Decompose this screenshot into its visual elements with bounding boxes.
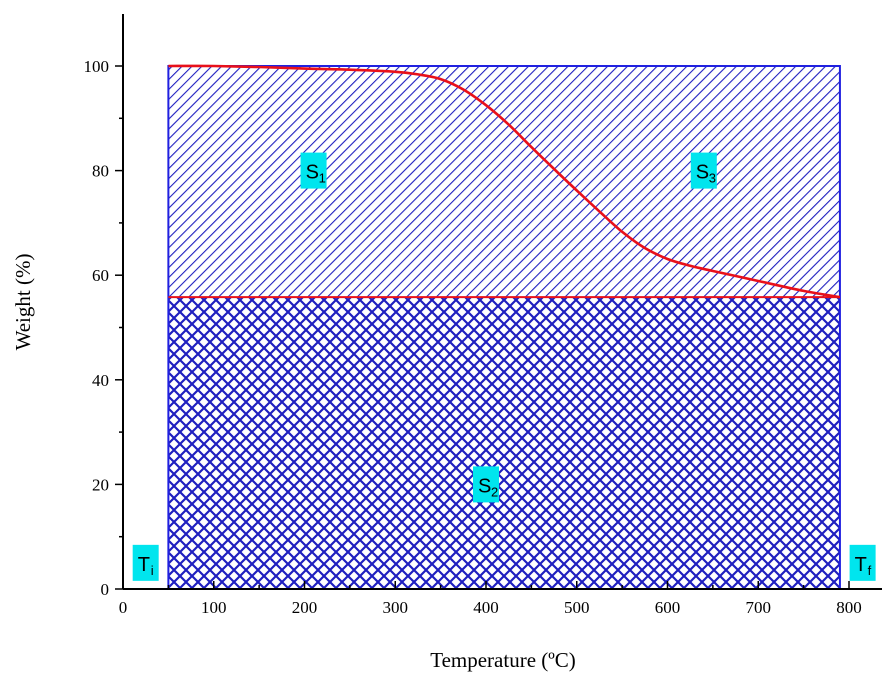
- y-tick-label: 80: [92, 162, 109, 181]
- x-tick-label: 200: [292, 598, 318, 617]
- y-tick-label: 100: [84, 57, 110, 76]
- y-tick-label: 0: [101, 580, 110, 599]
- region-label-sub: f: [868, 563, 872, 578]
- tick-labels: 0 100 200 300 400 500 600 700 800 0 20 40 60 80 100: [84, 57, 862, 617]
- region-label-text: T: [138, 554, 150, 576]
- region-label-text: S: [478, 475, 491, 497]
- x-tick-label: 400: [473, 598, 499, 617]
- region-label-sub: i: [151, 563, 154, 578]
- region-label-bg: [849, 544, 876, 581]
- x-tick-label: 500: [564, 598, 590, 617]
- axes: [115, 14, 882, 590]
- x-tick-label: 700: [746, 598, 772, 617]
- region-label-text: S: [696, 162, 709, 184]
- s1-area: [168, 66, 840, 298]
- region-label-bg: [473, 466, 499, 503]
- y-tick-label: 40: [92, 371, 109, 390]
- weight-loss-curve: [168, 64, 841, 299]
- x-tick-label: 800: [836, 598, 862, 617]
- s3-area: [168, 66, 840, 298]
- region-label-bg: [132, 544, 159, 581]
- region-label-sub: 3: [709, 171, 716, 186]
- x-tick-label: 600: [655, 598, 681, 617]
- shaded-areas: [167, 65, 841, 590]
- region-label-sub: 1: [319, 171, 326, 186]
- tga-curve-line: [168, 64, 841, 299]
- x-tick-label: 100: [201, 598, 227, 617]
- y-tick-label: 60: [92, 266, 109, 285]
- x-axis-title: Temperature (ºC): [430, 648, 576, 672]
- region-label-text: T: [855, 554, 867, 576]
- x-tick-label: 0: [119, 598, 128, 617]
- s2-area: [168, 297, 840, 589]
- region-label-text: S: [306, 162, 319, 184]
- y-tick-label: 20: [92, 475, 109, 494]
- region-label-bg: [690, 152, 717, 189]
- region-label-sub: 2: [491, 484, 498, 499]
- x-tick-label: 300: [383, 598, 409, 617]
- y-axis-title: Weight (%): [11, 254, 35, 351]
- region-label-bg: [300, 152, 327, 189]
